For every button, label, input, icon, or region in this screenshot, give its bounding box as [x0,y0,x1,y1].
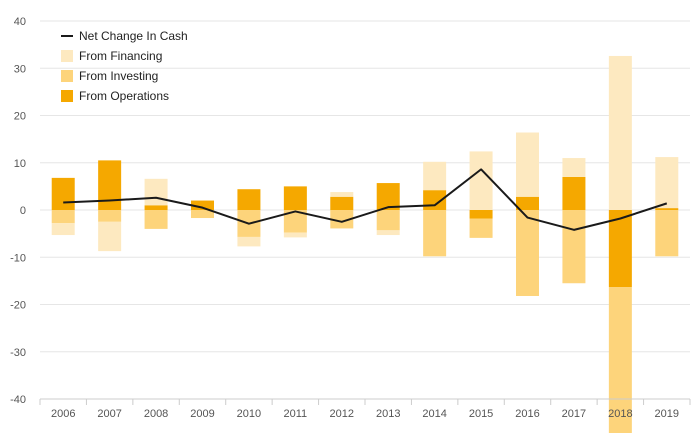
x-tick-label: 2007 [97,408,121,420]
bar-from-operations [283,186,307,210]
x-tick-label: 2016 [515,408,539,420]
bar-from-operations [330,196,354,210]
legend-swatch [61,90,73,102]
bar-from-investing [191,210,214,219]
bar-from-investing [655,210,679,257]
bar-from-investing [330,210,354,229]
bar-from-financing [655,157,679,209]
bars [51,55,679,433]
bar-from-operations [237,189,261,210]
bar-from-operations [51,177,75,210]
y-tick-label: -10 [10,252,26,264]
bar-from-operations [144,205,168,210]
x-tick-label: 2008 [144,408,168,420]
bar-from-financing [98,221,122,252]
net-change-line [63,168,668,231]
x-tick-label: 2009 [190,408,214,420]
x-tick-label: 2019 [655,408,679,420]
bar-from-operations [376,183,400,210]
bar-from-financing [283,232,307,238]
y-tick-label: 10 [14,158,26,170]
bar-from-financing [144,178,168,206]
bar-from-operations [562,176,586,210]
y-tick-label: -40 [10,394,26,406]
legend-swatch [61,50,73,62]
x-axis: 2006 2007 2008 2009 2010 2011 2012 2013 2014 2015… [39,398,691,420]
x-tick-label: 2010 [237,408,261,420]
bar-from-financing [516,132,539,197]
legend-swatch [61,70,73,82]
bar-from-investing [423,210,447,257]
bar-from-operations [191,200,214,210]
bar-from-operations [516,196,539,210]
bar-from-operations [655,208,679,210]
y-tick-label: 0 [20,205,26,217]
bar-from-operations [608,210,632,288]
y-tick-label: -30 [10,347,26,359]
x-tick-label: 2017 [562,408,586,420]
bar-from-financing [51,223,75,236]
bar-from-financing [330,192,354,197]
bar-from-financing [562,158,586,177]
x-tick-label: 2014 [422,408,446,420]
bar-from-investing [144,210,168,229]
bar-from-investing [608,287,632,433]
legend-label: From Operations [79,89,169,103]
legend-label: From Investing [79,69,158,83]
net-change-line-group [63,168,668,231]
bar-from-financing [469,151,493,210]
x-tick-label: 2018 [608,408,632,420]
legend: Net Change In Cash From Financing From Inv… [61,29,188,103]
bar-from-financing [423,161,447,191]
y-axis: -40 -30 -20 -10 0 10 20 30 40 [10,16,26,406]
bar-from-financing [237,236,261,247]
bar-from-investing [98,210,122,222]
bar-from-investing [516,210,539,296]
bar-from-investing [376,210,400,231]
y-tick-label: 30 [14,63,26,75]
bar-from-financing [608,55,632,211]
bar-from-investing [562,210,586,284]
legend-label: Net Change In Cash [79,29,188,43]
bar-from-operations [98,160,122,210]
y-tick-label: 40 [14,16,26,28]
bar-from-investing [469,218,493,238]
y-tick-label: -20 [10,300,26,312]
x-tick-label: 2015 [469,408,493,420]
y-tick-label: 20 [14,111,26,123]
x-tick-label: 2013 [376,408,400,420]
bar-from-financing [376,230,400,236]
bar-from-investing [51,210,75,224]
bar-from-operations [469,210,493,219]
bar-from-investing [283,210,307,233]
x-tick-label: 2011 [284,408,308,420]
x-tick-label: 2012 [330,408,354,420]
x-tick-label: 2006 [51,408,75,420]
legend-label: From Financing [79,49,162,63]
